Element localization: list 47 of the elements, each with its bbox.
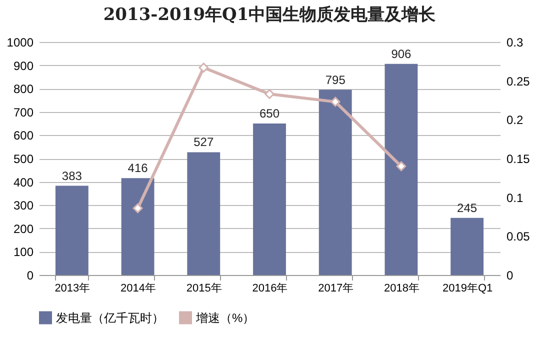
bar (55, 186, 88, 275)
data-label: 795 (325, 72, 346, 87)
chart-title: 2013-2019年Q1中国生物质发电量及增长 (103, 5, 437, 25)
y-tick-label: 200 (13, 222, 34, 236)
x-tick-label: 2017年 (318, 282, 354, 294)
y2-tick-label: 0.05 (506, 230, 530, 244)
y2-tick-label: 0.2 (506, 113, 524, 128)
x-tick-label: 2014年 (120, 282, 156, 294)
x-tick-label: 2016年 (252, 282, 288, 294)
y2-tick-label: 0.15 (506, 152, 530, 166)
x-tick-label: 2018年 (384, 282, 420, 294)
bar (384, 64, 418, 275)
legend-label: 发电量（亿千瓦时） (56, 310, 164, 325)
point (330, 96, 340, 107)
y-tick-label: 500 (13, 152, 34, 166)
y-tick-label: 700 (13, 105, 34, 120)
data-label: 650 (259, 106, 280, 121)
bar (187, 152, 220, 275)
y-tick-label: 100 (13, 245, 34, 260)
data-label: 906 (391, 46, 412, 61)
y2-tick-label: 0.25 (506, 74, 530, 88)
y-tick-label: 1000 (6, 36, 34, 50)
bar (318, 90, 352, 275)
legend-label: 增速（%） (195, 310, 255, 325)
point (396, 161, 406, 172)
bar (121, 178, 154, 275)
y2-tick-label: 0.3 (506, 36, 524, 50)
x-tick-label: 2019年Q1 (442, 282, 493, 294)
data-label: 416 (128, 161, 148, 176)
point (132, 203, 143, 214)
y-tick-label: 300 (13, 198, 34, 213)
data-label: 383 (62, 168, 82, 183)
bar (253, 124, 286, 275)
bar (450, 218, 484, 275)
point (264, 89, 274, 99)
y-tick-label: 800 (13, 82, 34, 96)
y2-tick-label: 0.1 (506, 190, 524, 205)
y2-tick-label: 0 (506, 268, 514, 282)
y-tick-label: 0 (26, 268, 34, 282)
y-tick-label: 400 (13, 175, 34, 190)
y-tick-label: 900 (13, 58, 34, 73)
data-label: 527 (194, 135, 214, 150)
x-tick-label: 2015年 (186, 282, 222, 294)
point (198, 62, 209, 73)
x-tick-label: 2013年 (54, 282, 90, 294)
data-label: 245 (457, 200, 478, 215)
y-tick-label: 600 (13, 128, 34, 143)
